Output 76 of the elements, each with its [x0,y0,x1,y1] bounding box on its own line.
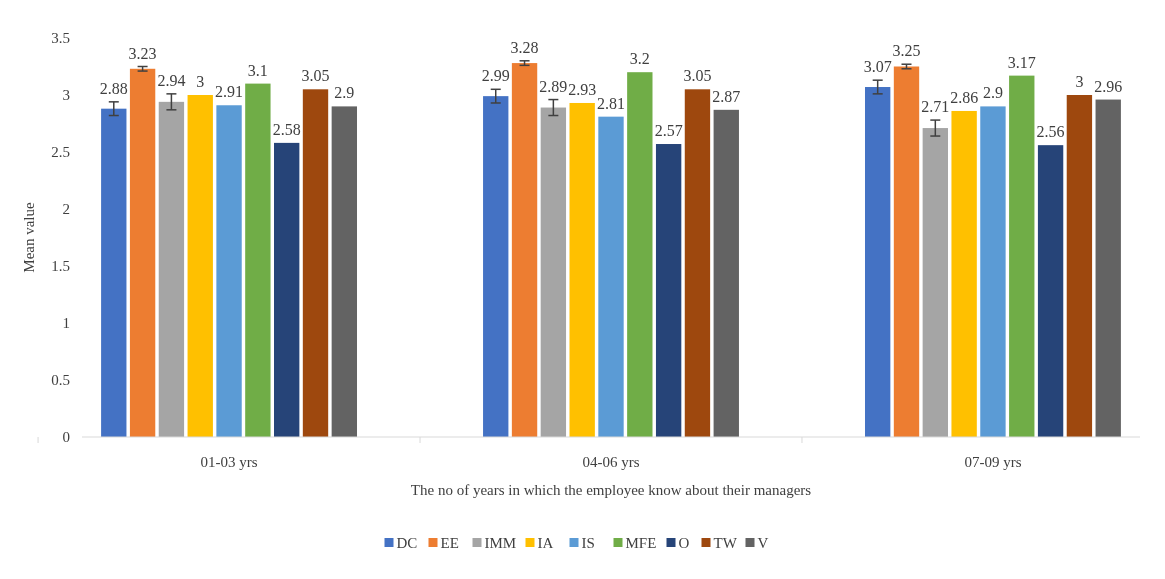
y-tick-label: 1 [62,315,70,331]
bar [684,89,711,437]
data-label: 3 [1075,73,1084,90]
y-tick-label: 2.5 [51,144,70,160]
bar [980,106,1006,437]
bar [893,66,920,437]
legend-label: TW [713,535,738,551]
bar [274,142,300,437]
bar [245,83,271,437]
bar [331,106,357,437]
data-label: 3.25 [892,42,921,60]
x-tick-label: 04-06 yrs [582,454,640,470]
bar [1066,95,1093,437]
x-axis-title: The no of years in which the employee know about their managers [410,482,812,498]
legend-label: EE [440,535,459,551]
legend-label: MFE [625,535,657,551]
bar [101,108,127,437]
bar [158,101,185,437]
bar [951,110,977,437]
data-label: 2.87 [712,87,741,105]
bar [302,89,329,437]
data-label: 2.96 [1094,77,1123,95]
bar [922,128,948,437]
x-tick-label: 07-09 yrs [964,454,1022,470]
bar [483,96,509,437]
legend-label: IA [537,535,554,551]
data-label: 2.91 [215,83,244,101]
legend-label: V [757,535,769,551]
bar [713,109,739,437]
y-tick-label: 1.5 [51,258,70,274]
data-label: 2.57 [654,122,683,140]
data-label: 2.58 [272,120,301,138]
y-tick-label: 0 [62,429,70,445]
legend-label: DC [396,535,418,551]
data-label: 2.93 [568,80,597,98]
data-label: 2.9 [982,84,1003,102]
y-tick-label: 3.5 [51,30,70,46]
data-label: 2.94 [157,71,186,89]
bar [627,72,653,437]
bar [865,87,891,437]
data-label: 2.89 [539,77,568,95]
bar [540,107,567,437]
data-label: 3.07 [863,58,892,76]
data-label: 3.2 [629,50,650,68]
data-label: 3.1 [247,61,268,79]
data-label: 2.86 [950,88,979,106]
data-label: 3.28 [510,38,539,56]
y-axis-title: Mean value [21,201,37,273]
data-label: 2.56 [1036,123,1065,141]
y-tick-label: 3 [62,87,70,103]
data-label: 3.05 [683,67,712,85]
data-label: 2.81 [597,94,625,112]
data-label: 3.05 [301,67,330,85]
data-label: 2.88 [99,79,128,97]
bar [129,68,156,437]
bar [569,102,595,437]
data-label: 3.17 [1007,53,1036,71]
legend-label: IMM [484,535,517,551]
data-label: 3.23 [128,44,157,62]
legend-label: IS [581,535,595,551]
bar [216,105,242,437]
x-tick-label: 01-03 yrs [200,454,258,470]
data-label: 3 [196,73,205,90]
data-label: 2.71 [921,98,950,116]
bar [1095,99,1121,437]
data-label: 2.9 [334,84,355,102]
bar [598,116,624,437]
bar [655,144,682,437]
y-tick-label: 2 [62,201,70,217]
bar [1009,75,1035,437]
bar [511,63,538,437]
y-tick-label: 0.5 [51,372,70,388]
bar [187,95,213,437]
bar [1037,145,1064,437]
legend-label: O [678,535,690,551]
data-label: 2.99 [481,67,510,85]
